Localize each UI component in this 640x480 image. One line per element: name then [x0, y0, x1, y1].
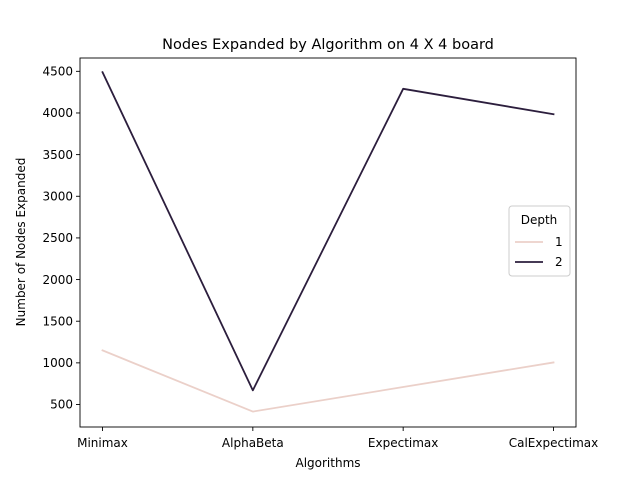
y-axis-label: Number of Nodes Expanded [14, 158, 28, 327]
legend-box [508, 205, 571, 277]
y-tick-label-1000: 1000 [42, 356, 73, 370]
legend: Depth 1 2 [508, 205, 571, 277]
x-tick-label-alphabeta: AlphaBeta [222, 436, 284, 450]
chart-title: Nodes Expanded by Algorithm on 4 X 4 boa… [162, 37, 494, 53]
x-tick-label-minimax: Minimax [77, 436, 128, 450]
y-tick-label-500: 500 [50, 398, 73, 412]
legend-label-depth-1: 1 [555, 235, 563, 249]
y-tick-label-3000: 3000 [42, 189, 73, 203]
y-tick-label-2000: 2000 [42, 273, 73, 287]
x-tick-label-expectimax: Expectimax [368, 436, 438, 450]
x-axis-label: Algorithms [295, 456, 360, 470]
plot-frame [79, 57, 577, 428]
y-tick-label-4000: 4000 [42, 106, 73, 120]
y-tick-label-2500: 2500 [42, 231, 73, 245]
y-tick-label-4500: 4500 [42, 65, 73, 79]
series-line-depth-2 [101, 70, 555, 392]
axes: 500 1000 1500 2000 2500 3000 3500 4000 4500 Minim… [42, 57, 599, 450]
x-tick-label-calexpectimax: CalExpectimax [509, 436, 599, 450]
legend-title: Depth [521, 213, 558, 227]
series-lines [101, 70, 555, 413]
y-tick-label-1500: 1500 [42, 314, 73, 328]
y-tick-label-3500: 3500 [42, 148, 73, 162]
series-line-depth-1 [101, 349, 555, 413]
legend-label-depth-2: 2 [555, 255, 563, 269]
